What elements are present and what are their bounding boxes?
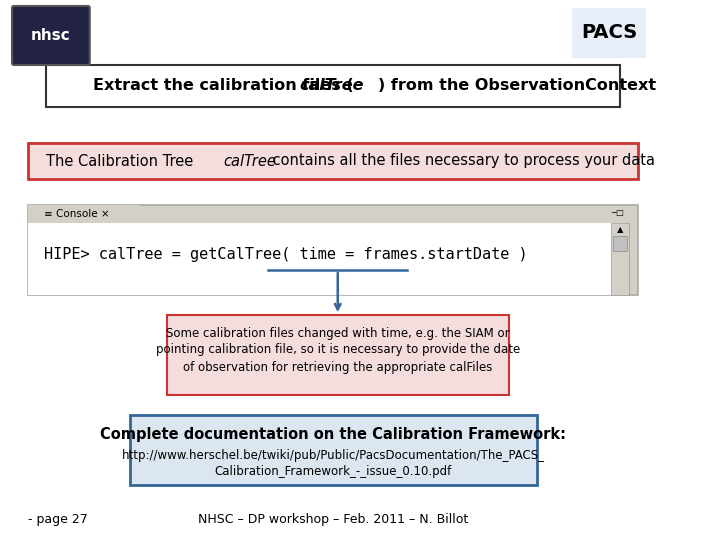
Text: nhsc: nhsc <box>31 28 71 43</box>
Text: ) from the ObservationContext: ) from the ObservationContext <box>377 78 656 93</box>
Text: Extract the calibration files (: Extract the calibration files ( <box>93 78 353 93</box>
FancyBboxPatch shape <box>28 143 639 179</box>
FancyBboxPatch shape <box>12 6 90 65</box>
FancyBboxPatch shape <box>28 205 139 223</box>
Text: pointing calibration file, so it is necessary to provide the date: pointing calibration file, so it is nece… <box>156 343 520 356</box>
Text: Complete documentation on the Calibration Framework:: Complete documentation on the Calibratio… <box>100 428 566 442</box>
Text: HIPE> calTree = getCalTree( time = frames.startDate ): HIPE> calTree = getCalTree( time = frame… <box>45 247 528 262</box>
Text: Some calibration files changed with time, e.g. the SIAM or: Some calibration files changed with time… <box>166 327 510 340</box>
FancyBboxPatch shape <box>28 223 629 295</box>
FancyBboxPatch shape <box>611 223 629 295</box>
Text: calTree: calTree <box>223 153 276 168</box>
Text: The Calibration Tree: The Calibration Tree <box>46 153 198 168</box>
FancyBboxPatch shape <box>130 415 536 485</box>
FancyBboxPatch shape <box>46 65 620 107</box>
FancyBboxPatch shape <box>572 8 646 58</box>
Text: http://www.herschel.be/twiki/pub/Public/PacsDocumentation/The_PACS_: http://www.herschel.be/twiki/pub/Public/… <box>122 449 544 462</box>
Text: ≡ Console ×: ≡ Console × <box>45 209 110 219</box>
Text: ─□: ─□ <box>611 207 624 217</box>
FancyBboxPatch shape <box>613 236 627 251</box>
Text: PACS: PACS <box>581 24 637 43</box>
FancyBboxPatch shape <box>28 205 639 295</box>
Text: - page 27: - page 27 <box>28 514 88 526</box>
Text: calTree: calTree <box>299 78 364 93</box>
FancyBboxPatch shape <box>166 315 509 395</box>
Text: NHSC – DP workshop – Feb. 2011 – N. Billot: NHSC – DP workshop – Feb. 2011 – N. Bill… <box>198 514 468 526</box>
Text: ▲: ▲ <box>617 226 624 234</box>
Text: contains all the files necessary to process your data: contains all the files necessary to proc… <box>269 153 655 168</box>
Text: of observation for retrieving the appropriate calFiles: of observation for retrieving the approp… <box>183 361 492 374</box>
Text: Calibration_Framework_-_issue_0.10.pdf: Calibration_Framework_-_issue_0.10.pdf <box>215 464 451 477</box>
